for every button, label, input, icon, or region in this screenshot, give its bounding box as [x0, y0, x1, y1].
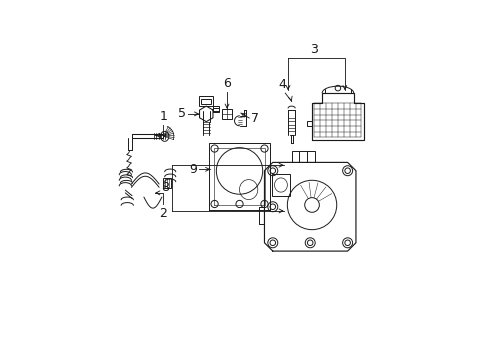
Bar: [199, 96, 213, 106]
Text: 7: 7: [251, 112, 259, 125]
Bar: [222, 109, 231, 119]
Text: 9: 9: [189, 163, 197, 176]
Text: 2: 2: [159, 207, 167, 220]
Text: 3: 3: [310, 43, 318, 56]
Bar: [307, 121, 312, 126]
Text: 5: 5: [178, 107, 186, 120]
Bar: [201, 99, 211, 104]
Text: 4: 4: [278, 78, 286, 91]
Bar: [291, 151, 314, 162]
Text: 8: 8: [161, 181, 168, 194]
Bar: [213, 107, 218, 112]
Bar: [271, 174, 289, 196]
Text: 6: 6: [223, 77, 230, 90]
Text: 1: 1: [159, 110, 167, 123]
Bar: [163, 178, 171, 188]
